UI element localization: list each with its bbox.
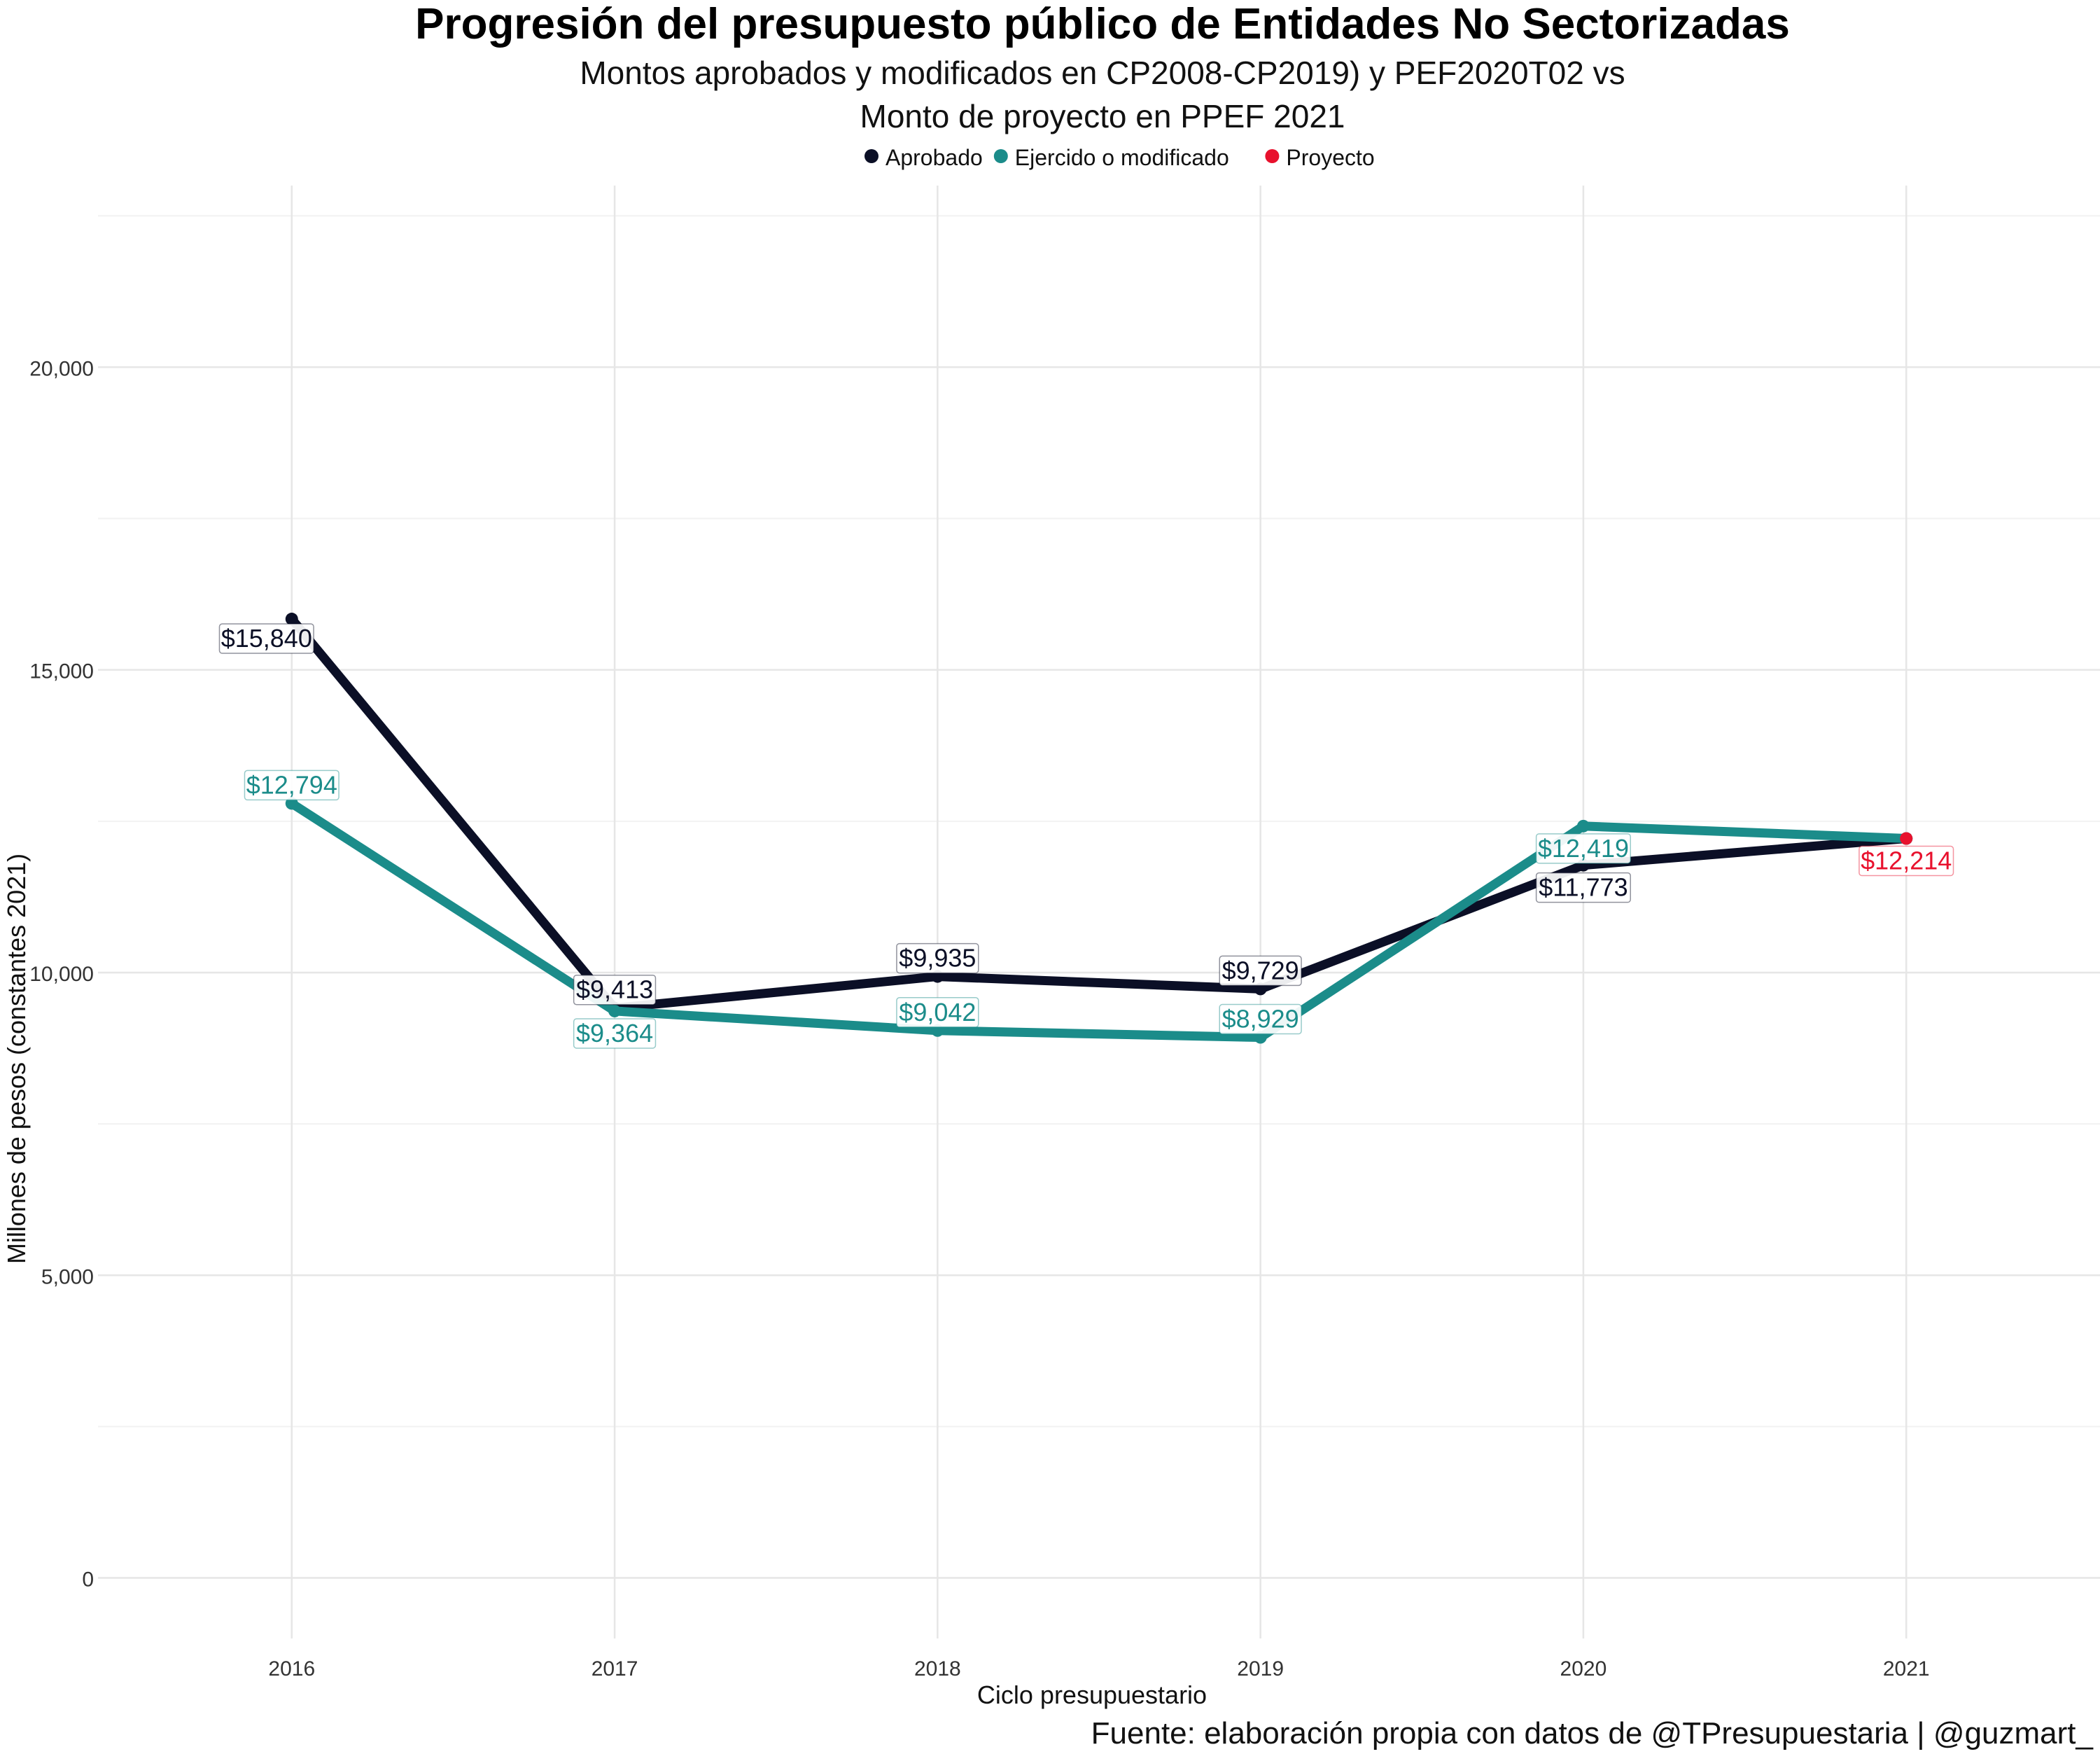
data-label-text: $15,840 <box>221 624 312 653</box>
grid-layer <box>98 186 2100 1638</box>
series-line-ejercido-o-modificado <box>287 798 1911 1043</box>
data-label: $9,042 <box>896 997 979 1028</box>
series-line-aprobado <box>287 614 1911 1013</box>
data-label: $9,413 <box>573 974 657 1005</box>
data-label-text: $12,214 <box>1861 847 1952 875</box>
legend: Aprobado Ejercido o modificado Proyecto <box>864 145 1375 170</box>
data-label-text: $8,929 <box>1222 1005 1299 1033</box>
data-label-text: $12,794 <box>246 770 337 799</box>
x-axis-label: Ciclo presupuestario <box>977 1680 1207 1709</box>
legend-item: Ejercido o modificado <box>993 145 1229 170</box>
data-label-box <box>1858 845 1954 877</box>
y-tick-label: 5,000 <box>41 1265 94 1288</box>
data-label: $12,794 <box>244 770 340 801</box>
data-label: $15,840 <box>218 623 314 654</box>
data-label-box <box>1535 833 1631 864</box>
data-label: $12,214 <box>1858 845 1954 877</box>
data-label-text: $9,935 <box>899 944 976 973</box>
x-tick-label: 2020 <box>1560 1657 1607 1680</box>
data-label-text: $12,419 <box>1538 834 1629 863</box>
x-tick-label: 2019 <box>1237 1657 1284 1680</box>
data-label: $8,929 <box>1219 1003 1302 1035</box>
chart-subtitle-line1: Montos aprobados y modificados en CP2008… <box>580 55 1625 91</box>
chart-title: Progresión del presupuesto público de En… <box>415 0 1790 48</box>
y-tick-label: 20,000 <box>29 357 94 380</box>
data-label-box <box>244 770 340 801</box>
data-label: $9,364 <box>573 1018 657 1049</box>
legend-label: Aprobado <box>886 145 983 170</box>
y-axis-label: Millones de pesos (constantes 2021) <box>2 854 31 1264</box>
x-tick-label: 2017 <box>592 1657 638 1680</box>
data-point <box>931 970 944 983</box>
data-point <box>1576 819 1590 833</box>
data-label-box <box>1219 1003 1302 1035</box>
data-label-text: $9,042 <box>899 998 976 1026</box>
data-label-box <box>896 942 979 974</box>
data-label: $9,729 <box>1219 955 1302 987</box>
data-point <box>1254 1031 1267 1044</box>
legend-item: Aprobado <box>864 145 983 170</box>
data-point <box>931 1024 944 1037</box>
y-tick-label: 0 <box>82 1568 94 1592</box>
series-layer <box>285 613 1913 1044</box>
legend-label: Ejercido o modificado <box>1015 145 1229 170</box>
labels-layer: $15,840 $9,413 $9,935 $9,729 $11,773 $12,794 $… <box>218 623 1954 1049</box>
data-point <box>285 797 298 810</box>
data-label-box <box>573 974 657 1005</box>
x-tick-label: 2016 <box>268 1657 315 1680</box>
chart-subtitle-line2: Monto de proyecto en PPEF 2021 <box>860 98 1345 134</box>
data-label-box <box>1219 955 1302 987</box>
data-point <box>1900 832 1913 845</box>
data-point <box>1254 982 1267 996</box>
x-tick-label: 2021 <box>1883 1657 1930 1680</box>
data-label-text: $9,729 <box>1222 956 1299 984</box>
data-label-box <box>1535 872 1631 903</box>
legend-swatch <box>864 149 878 163</box>
data-label: $11,773 <box>1535 872 1631 903</box>
legend-label: Proyecto <box>1286 145 1374 170</box>
data-label-text: $9,413 <box>576 975 653 1004</box>
data-label-box <box>573 1018 657 1049</box>
x-tick-label: 2018 <box>914 1657 961 1680</box>
data-label-box <box>896 997 979 1028</box>
data-label: $9,935 <box>896 942 979 974</box>
axes-layer: 0 5,000 10,000 15,000 20,000 2016 2017 2018 2019… <box>29 357 1929 1680</box>
data-label-text: $9,364 <box>576 1019 653 1047</box>
y-tick-label: 10,000 <box>29 963 94 986</box>
data-point <box>608 1004 622 1017</box>
data-label-text: $11,773 <box>1539 873 1628 902</box>
legend-swatch <box>993 149 1008 163</box>
data-label-box <box>218 623 314 654</box>
legend-swatch <box>1265 149 1280 163</box>
y-tick-label: 15,000 <box>29 660 94 683</box>
data-label: $12,419 <box>1535 833 1631 864</box>
legend-item: Proyecto <box>1265 145 1375 170</box>
data-point <box>285 613 298 626</box>
chart-caption: Fuente: elaboración propia con datos de … <box>1091 1716 2094 1750</box>
